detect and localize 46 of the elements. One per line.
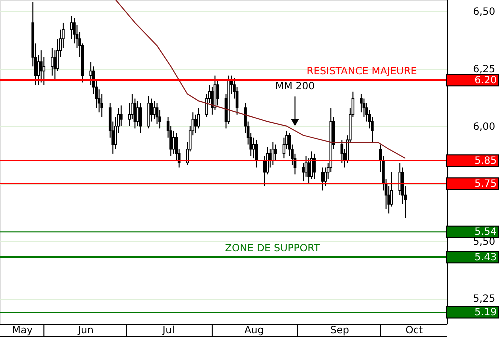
candlestick <box>148 96 150 130</box>
candlestick <box>216 80 220 106</box>
candlestick <box>100 94 104 118</box>
candlestick <box>398 162 402 196</box>
annotation: 5.54 <box>474 227 497 238</box>
candlestick <box>197 108 200 130</box>
y-tick-label: 6,00 <box>473 122 496 133</box>
ref-line-label: ZONE DE SUPPORT <box>225 243 321 254</box>
candlestick <box>134 98 137 130</box>
candlestick <box>156 102 159 125</box>
ref-line-label: RESISTANCE MAJEURE <box>306 66 418 78</box>
candlestick <box>54 50 57 81</box>
candlestick <box>313 153 316 180</box>
y-tick-label: 6,50 <box>473 6 496 18</box>
annotation: 6.20 <box>474 75 497 86</box>
candlestick <box>255 140 258 168</box>
annotation: 5.19 <box>474 308 497 319</box>
candlestick <box>153 100 156 120</box>
x-tick-label: May <box>12 326 33 336</box>
candlestick <box>321 167 324 192</box>
annotation: MM 200 <box>275 82 316 93</box>
candlestick <box>302 162 305 182</box>
candlestick <box>362 98 366 118</box>
x-tick-label: Jun <box>77 326 94 336</box>
x-tick-label: Jul <box>162 326 175 336</box>
y-tick-label: 6,25 <box>473 64 496 76</box>
candlestick <box>340 140 344 164</box>
candlestick <box>324 167 327 187</box>
candlestick <box>40 50 43 84</box>
candlestick <box>70 16 74 40</box>
candlestick <box>360 94 363 114</box>
x-tick-label: Aug <box>244 326 264 336</box>
candlestick <box>120 105 123 127</box>
annotation: 5.85 <box>474 156 497 167</box>
candlestick <box>90 62 92 86</box>
candlestick <box>274 144 278 162</box>
candlestick <box>308 158 310 184</box>
x-tick-label: Oct <box>406 326 424 336</box>
y-tick-label: 5,25 <box>473 294 496 306</box>
candlestick <box>139 102 142 134</box>
x-tick-label: Sep <box>330 326 350 336</box>
annotation: 5.75 <box>474 178 497 190</box>
y-tick-label: 5,50 <box>473 236 496 248</box>
candlestick <box>73 18 76 44</box>
annotation: 5.43 <box>474 252 497 264</box>
candlestick <box>51 48 54 76</box>
